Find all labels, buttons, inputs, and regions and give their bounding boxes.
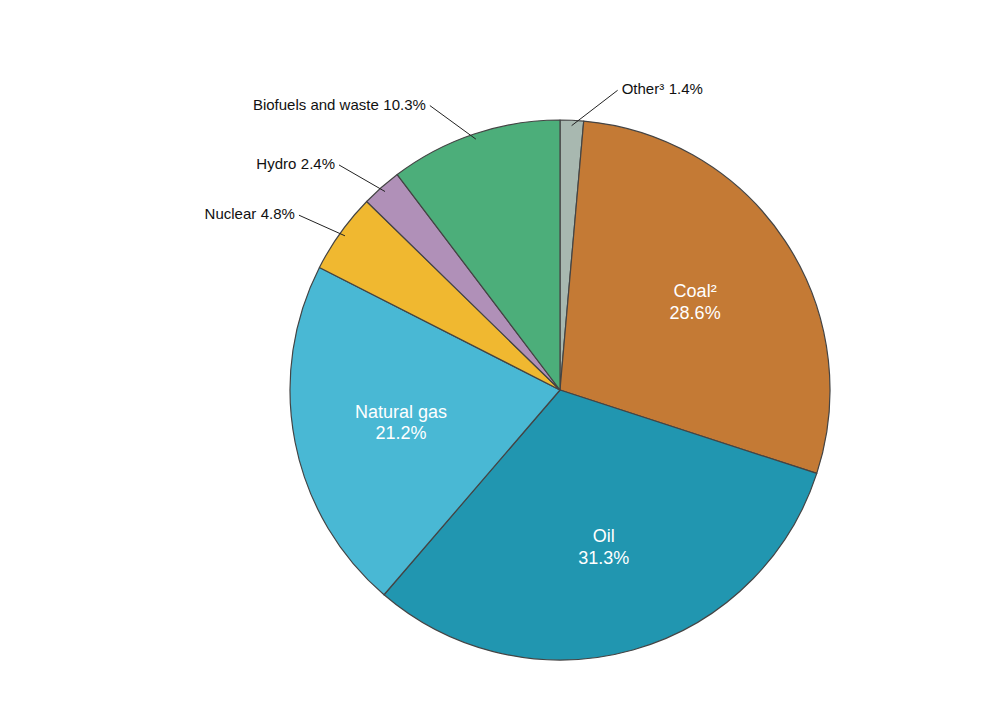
- value-label: 21.2%: [376, 423, 427, 443]
- category-label: Oil: [593, 526, 615, 546]
- slice-label: Nuclear4.8%: [205, 205, 295, 222]
- labels: Coal²28.6% Oil31.3% Natural gas21.2% Biofue…: [205, 80, 721, 568]
- slices: [290, 120, 830, 660]
- slice-label: Oil31.3%: [578, 526, 629, 568]
- category-label: Hydro: [256, 155, 296, 172]
- chart-container: Coal²28.6% Oil31.3% Natural gas21.2% Biofue…: [0, 0, 998, 728]
- value-label: 10.3%: [383, 96, 426, 113]
- chart: Coal²28.6% Oil31.3% Natural gas21.2% Biofue…: [0, 0, 998, 728]
- slice-label: Hydro 2.4%: [256, 155, 335, 172]
- category-label: Biofuels and waste: [253, 96, 379, 113]
- value-label: 1.4%: [669, 80, 703, 97]
- value-label: 31.3%: [578, 548, 629, 568]
- slice-label: Natural gas21.2%: [355, 402, 447, 444]
- leader-line: [299, 215, 345, 236]
- leader-line: [572, 90, 618, 125]
- leader-line: [339, 165, 385, 192]
- category-label: Other³: [622, 80, 665, 97]
- value-label: 28.6%: [670, 303, 721, 323]
- category-label: Natural gas: [355, 402, 447, 422]
- slice-label: Coal²28.6%: [670, 281, 721, 323]
- leader-line: [430, 106, 476, 140]
- slice-label: Other³1.4%: [622, 80, 703, 97]
- value-label: 4.8%: [261, 205, 295, 222]
- slice-label: Biofuels and waste10.3%: [253, 96, 426, 113]
- category-label: Nuclear: [205, 205, 257, 222]
- value-label: 2.4%: [301, 155, 335, 172]
- category-label: Coal²: [674, 281, 717, 301]
- pie-slice: [397, 120, 560, 390]
